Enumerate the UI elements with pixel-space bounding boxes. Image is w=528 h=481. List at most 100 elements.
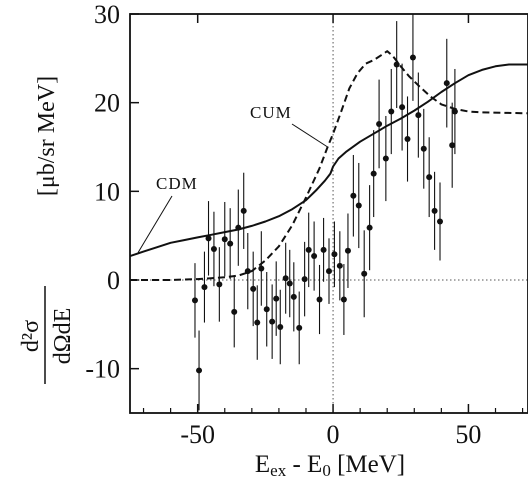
data-point [221, 201, 228, 277]
data-marker [250, 285, 257, 292]
data-point [376, 79, 383, 169]
curve-pointer-cdm [137, 195, 173, 253]
data-point [205, 201, 212, 276]
data-marker [258, 265, 265, 272]
x-tick-label: -50 [180, 420, 215, 449]
data-marker [388, 108, 395, 115]
x-axis-label-mid: - E [286, 451, 322, 478]
data-point [316, 264, 323, 335]
data-point [393, 21, 400, 108]
data-marker [227, 240, 234, 247]
series-layer [129, 50, 528, 281]
data-point [382, 115, 389, 202]
data-point [273, 261, 280, 336]
data-point [431, 171, 438, 250]
data-marker [404, 136, 411, 143]
data-points-layer [191, 14, 458, 411]
data-marker [449, 142, 456, 149]
data-point [286, 249, 293, 318]
data-marker [370, 170, 377, 177]
x-axis-label-sub1: ex [270, 461, 287, 480]
data-point [451, 68, 458, 155]
curve-cum [130, 50, 528, 281]
data-marker [320, 246, 327, 253]
data-marker [326, 268, 332, 275]
curve-label-cum: CUM [250, 103, 292, 122]
data-marker [277, 323, 284, 330]
plot-frame [129, 13, 528, 414]
y-tick-label: 30 [94, 0, 120, 29]
data-point [344, 213, 351, 288]
data-marker [263, 306, 270, 313]
data-point [355, 162, 362, 249]
data-marker [399, 104, 406, 111]
data-point [420, 108, 427, 189]
data-point [227, 208, 234, 280]
data-marker [244, 268, 251, 275]
data-point [311, 221, 318, 291]
y-label-numerator: d²σ [18, 320, 44, 352]
data-point [244, 233, 251, 310]
y-tick-label: 20 [94, 89, 120, 118]
data-marker [282, 275, 289, 282]
data-point [263, 272, 270, 347]
data-marker [361, 270, 368, 277]
data-marker [254, 319, 261, 326]
data-marker [201, 284, 208, 291]
x-axis-label-sub2: 0 [322, 461, 331, 480]
data-point [336, 231, 343, 301]
data-point [201, 251, 208, 323]
data-marker [205, 235, 212, 242]
data-point [296, 291, 303, 365]
data-point [388, 68, 395, 155]
data-marker [409, 54, 416, 61]
data-marker [286, 280, 293, 287]
data-marker [336, 262, 343, 269]
data-marker [269, 318, 276, 325]
data-marker [344, 247, 351, 254]
data-point [437, 182, 444, 261]
data-point [290, 262, 297, 332]
data-marker [235, 224, 242, 231]
data-marker [240, 207, 247, 214]
data-point [350, 154, 357, 237]
data-marker [350, 192, 357, 199]
data-point [250, 251, 257, 327]
data-marker [393, 61, 400, 68]
data-point [404, 96, 411, 182]
data-marker [231, 308, 238, 315]
data-point [409, 14, 416, 101]
data-point [231, 276, 238, 348]
data-point [258, 231, 265, 306]
data-point [415, 72, 422, 158]
data-point [399, 63, 406, 151]
data-marker [311, 253, 318, 260]
data-point [340, 264, 347, 335]
data-point [370, 130, 377, 218]
y-label-denominator: dΩdE [50, 308, 76, 365]
y-label-unit: [μb/sr MeV] [34, 76, 60, 196]
x-axis-label-main: E [255, 451, 270, 478]
curve-cdm [129, 63, 528, 258]
data-point [443, 38, 450, 128]
data-marker [366, 224, 373, 231]
data-marker [382, 155, 389, 162]
data-marker [415, 112, 422, 119]
data-marker [376, 120, 383, 127]
data-point [277, 289, 284, 365]
data-marker [426, 174, 433, 181]
data-marker [316, 296, 323, 303]
data-point [366, 185, 373, 271]
data-marker [196, 367, 203, 374]
data-point [326, 238, 332, 304]
data-marker [451, 108, 458, 115]
data-point [254, 285, 261, 360]
x-tick-label: 50 [455, 420, 481, 449]
data-point [191, 263, 198, 338]
x-axis-label: Eex - E0 [MeV] [255, 451, 405, 480]
x-axis-label-unit: [MeV] [331, 451, 405, 478]
curve-pointer-cum [291, 123, 328, 148]
data-marker [290, 293, 297, 300]
data-marker [355, 202, 362, 209]
data-point [216, 247, 223, 322]
